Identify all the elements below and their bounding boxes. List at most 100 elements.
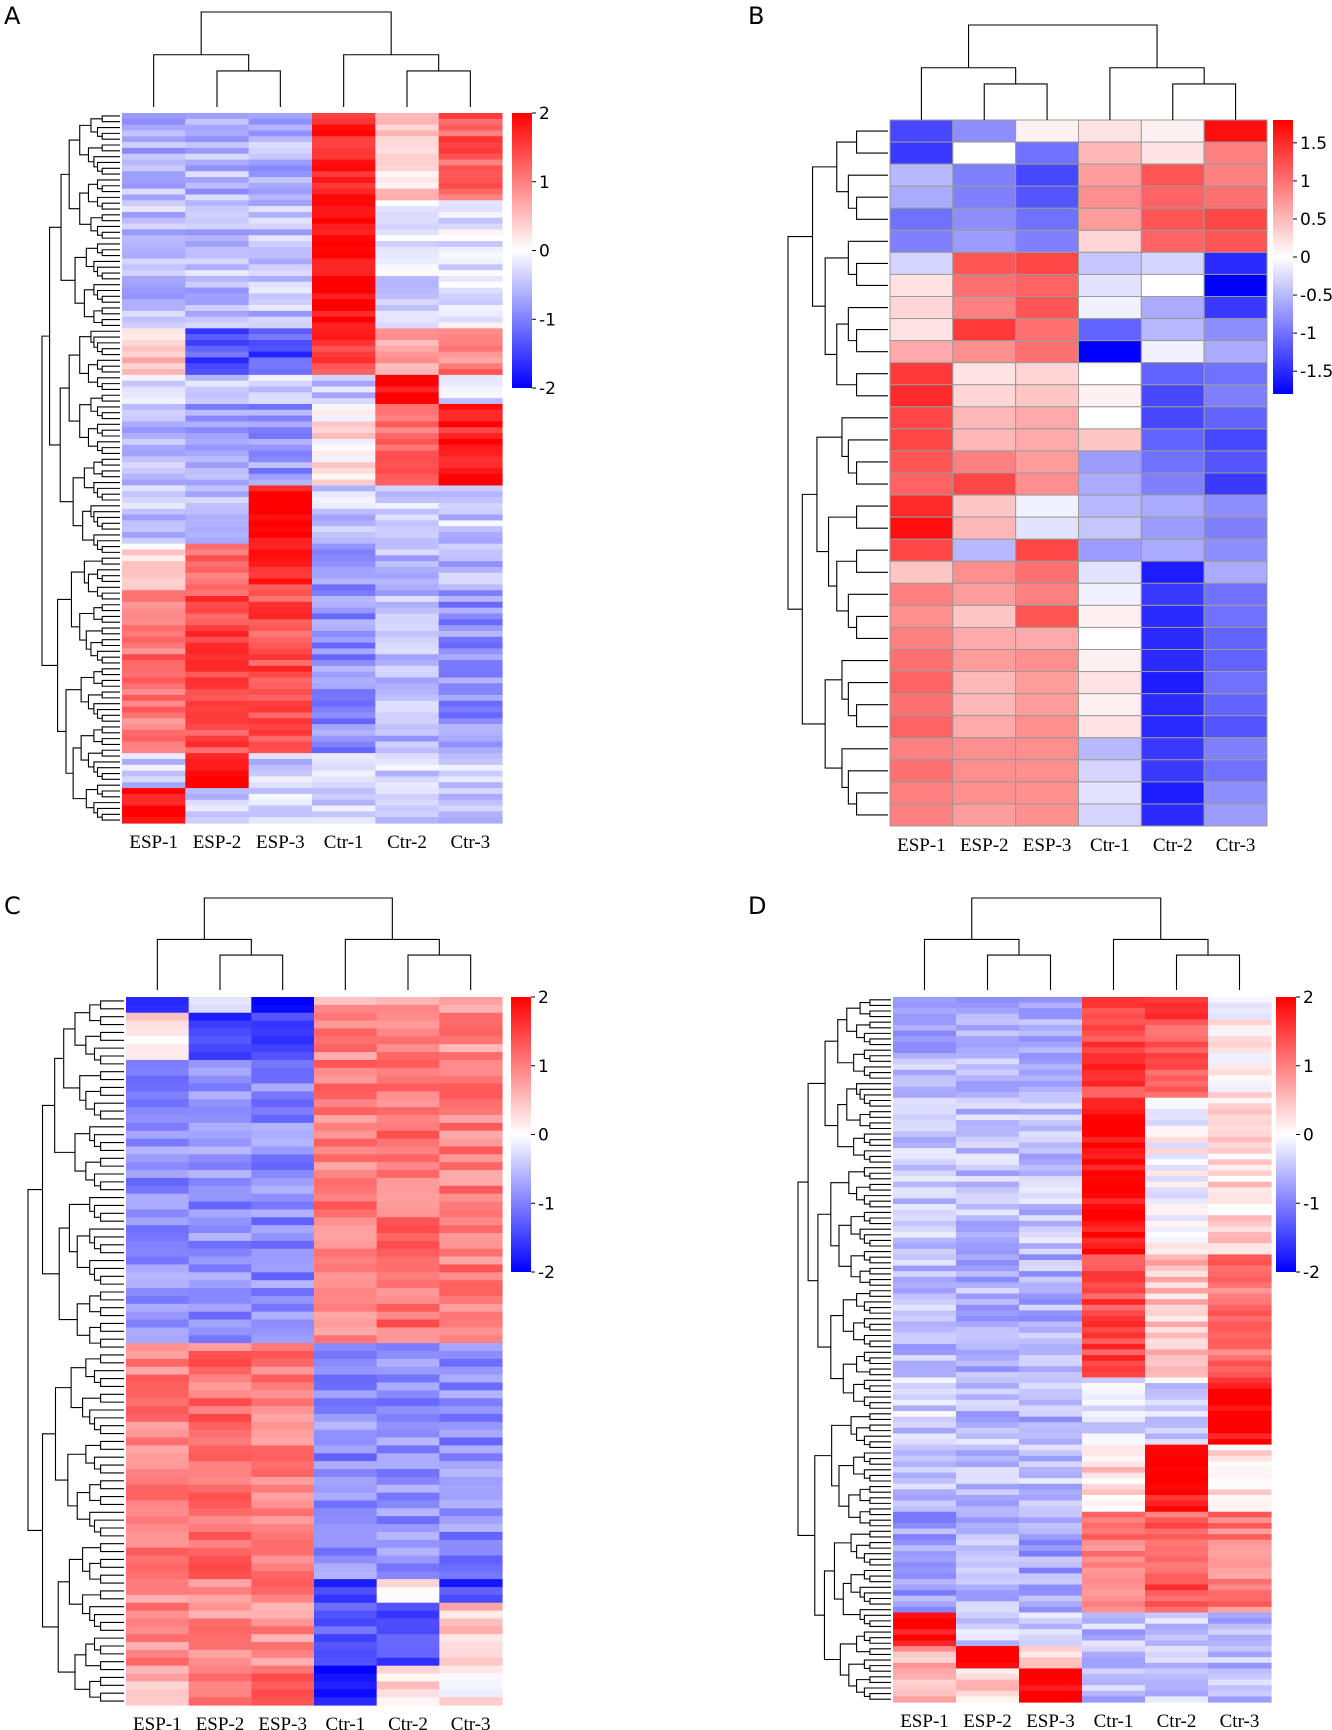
- heatmap-cell: [1082, 1399, 1146, 1407]
- heatmap-cell: [893, 1321, 957, 1328]
- heatmap-cell: [185, 147, 250, 155]
- heatmap-cell: [1208, 1383, 1272, 1390]
- colorbar-tick-label: -0.5: [1300, 286, 1332, 306]
- heatmap-cell: [251, 1539, 315, 1549]
- heatmap-cell: [188, 1626, 252, 1635]
- heatmap-cell: [1082, 1276, 1146, 1283]
- heatmap-cell: [1140, 296, 1205, 320]
- heatmap-cell: [1145, 1634, 1209, 1642]
- heatmap-cell: [122, 788, 186, 795]
- colorbar-tick-label: 2: [538, 988, 549, 1008]
- heatmap-cell: [1145, 1601, 1209, 1608]
- heatmap-cell: [251, 1091, 315, 1100]
- heatmap-cell: [439, 1579, 503, 1588]
- heatmap-cell: [312, 782, 376, 789]
- heatmap-cell: [185, 305, 250, 312]
- heatmap-cell: [1145, 1086, 1209, 1093]
- heatmap-cell: [126, 1240, 190, 1250]
- heatmap-cell: [314, 1673, 378, 1682]
- heatmap-cell: [314, 1681, 378, 1690]
- heatmap-cell: [1078, 472, 1142, 496]
- heatmap-cell: [1145, 1315, 1209, 1323]
- heatmap-cell: [314, 1618, 378, 1627]
- heatmap-cell: [1203, 582, 1268, 606]
- heatmap-cell: [1208, 1226, 1272, 1233]
- heatmap-cell: [439, 1248, 503, 1258]
- heatmap-cell: [1140, 384, 1205, 408]
- heatmap-cell: [375, 770, 440, 778]
- heatmap-cell: [1208, 1097, 1272, 1104]
- heatmap-cell: [952, 296, 1017, 320]
- heatmap-cell: [956, 1198, 1020, 1205]
- heatmap-cell: [1208, 1237, 1272, 1244]
- heatmap-cell: [1140, 715, 1205, 739]
- heatmap-cell: [312, 811, 376, 818]
- heatmap-cell: [893, 1539, 957, 1546]
- heatmap-cell: [438, 159, 503, 166]
- heatmap-cell: [185, 386, 250, 393]
- heatmap-cell: [314, 1476, 378, 1486]
- heatmap-cell: [1019, 1545, 1083, 1552]
- heatmap-cell: [1145, 1075, 1209, 1082]
- heatmap-cell: [126, 1044, 190, 1053]
- heatmap-cell: [1082, 1170, 1146, 1177]
- heatmap-cell: [438, 689, 503, 696]
- heatmap-cell: [1145, 1595, 1209, 1602]
- heatmap-cell: [314, 1563, 378, 1572]
- heatmap-cell: [251, 1327, 315, 1336]
- heatmap-cell: [893, 1254, 957, 1261]
- heatmap-cell: [185, 520, 250, 527]
- heatmap-cell: [248, 316, 313, 324]
- heatmap-cell: [185, 764, 250, 772]
- heatmap-cell: [1019, 1204, 1083, 1211]
- heatmap-cell: [314, 1579, 378, 1588]
- heatmap-cell: [188, 1516, 252, 1525]
- heatmap-cell: [312, 613, 376, 620]
- heatmap-cell: [185, 334, 250, 341]
- heatmap-cell: [375, 305, 440, 312]
- heatmap-cell: [375, 712, 440, 719]
- heatmap-cell: [893, 1136, 957, 1144]
- heatmap-cell: [1145, 1629, 1209, 1636]
- heatmap-cell: [375, 572, 440, 580]
- heatmap-cell: [889, 185, 954, 209]
- heatmap-cell: [893, 1153, 957, 1160]
- heatmap-cell: [1208, 1455, 1272, 1463]
- heatmap-cell: [1082, 1287, 1146, 1295]
- heatmap-cell: [376, 1484, 440, 1494]
- heatmap-cell: [314, 1217, 378, 1226]
- heatmap-cell: [314, 1469, 378, 1478]
- heatmap-cell: [185, 683, 250, 690]
- heatmap-cell: [126, 1004, 190, 1014]
- heatmap-cell: [1082, 1159, 1146, 1166]
- heatmap-cell: [1140, 803, 1205, 827]
- heatmap-cell: [1082, 1002, 1146, 1009]
- heatmap-cell: [312, 689, 376, 696]
- heatmap-cell: [122, 776, 186, 783]
- heatmap-cell: [952, 362, 1017, 386]
- heatmap-cell: [893, 1103, 957, 1110]
- heatmap-cell: [185, 741, 250, 748]
- heatmap-cell: [1078, 649, 1142, 673]
- heatmap-cell: [251, 1516, 315, 1525]
- heatmap-cell: [188, 1390, 252, 1399]
- heatmap-cell: [1019, 1142, 1083, 1149]
- heatmap-cell: [314, 1594, 378, 1604]
- heatmap-cell: [188, 1673, 252, 1682]
- heatmap-cell: [893, 1562, 957, 1569]
- heatmap-cell: [314, 1272, 378, 1281]
- heatmap-cell: [1208, 1349, 1272, 1356]
- heatmap-cell: [126, 1099, 190, 1108]
- heatmap-cell: [376, 1571, 440, 1580]
- heatmap-cell: [248, 485, 313, 492]
- heatmap-cell: [248, 630, 313, 638]
- heatmap-cell: [893, 1679, 957, 1686]
- heatmap-cell: [438, 526, 503, 533]
- heatmap-cell: [1208, 1472, 1272, 1479]
- heatmap-cell: [1019, 1483, 1083, 1490]
- heatmap-cell: [1145, 1433, 1209, 1440]
- heatmap-cell: [438, 561, 503, 568]
- heatmap-cell: [122, 165, 186, 172]
- heatmap-cell: [1208, 1338, 1272, 1345]
- heatmap-cell: [956, 1215, 1020, 1222]
